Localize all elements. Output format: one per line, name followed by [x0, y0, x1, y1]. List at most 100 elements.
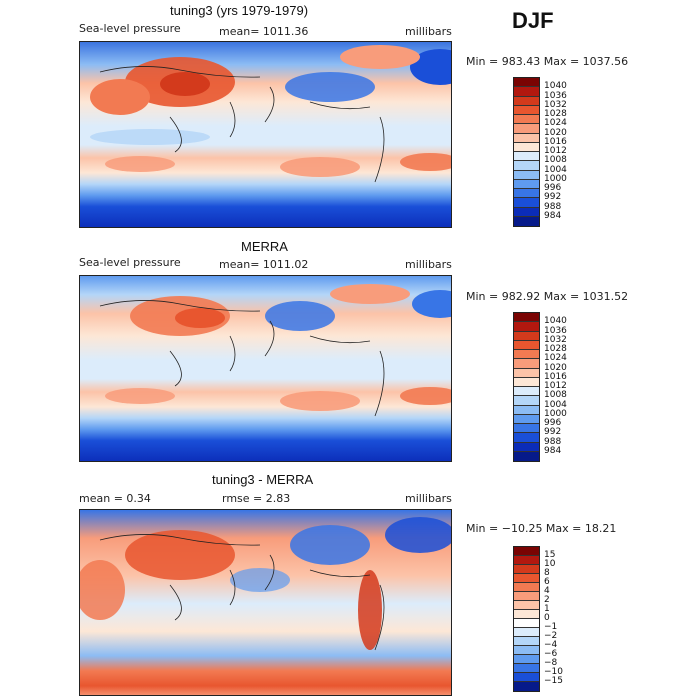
colorbar-tick-label: −8 — [544, 658, 558, 668]
panel-1-minmax: Min = 983.43 Max = 1037.56 — [466, 55, 629, 68]
colorbar-tick-label: 1000 — [544, 173, 567, 184]
colorbar-swatch — [514, 377, 539, 387]
colorbar-swatch — [514, 115, 539, 125]
colorbar-tick-label: 1020 — [544, 362, 567, 373]
colorbar-swatch — [514, 442, 539, 452]
colorbar-tick-label: 1024 — [544, 118, 567, 129]
colorbar-tick-label: 0 — [544, 613, 550, 623]
colorbar-swatch — [514, 322, 539, 332]
colorbar-tick-label: 988 — [544, 436, 562, 447]
colorbar-tick-label: 1032 — [544, 99, 567, 110]
panel-1-colorbar-labels: 1040 1036 1032 1028 1024 1020 1016 1012 … — [544, 77, 584, 227]
colorbar-tick-label: 1000 — [544, 408, 567, 419]
colorbar-swatch — [514, 331, 539, 341]
colorbar-tick-label: 992 — [544, 192, 562, 203]
colorbar-tick-label: 2 — [544, 595, 550, 605]
panel-2-title: MERRA — [241, 239, 288, 254]
panel-2-units: millibars — [405, 258, 452, 271]
colorbar-tick-label: −15 — [544, 676, 563, 686]
panel-3-colorbar-labels: 15 10 8 6 4 2 1 0 −1 −2 −4 −6 −8 −10 −15 — [544, 546, 584, 692]
panel-3-colorbar — [513, 546, 540, 692]
colorbar-tick-label: 1 — [544, 604, 550, 614]
colorbar-swatch — [514, 387, 539, 397]
panel-1-mean: mean= 1011.36 — [219, 25, 309, 38]
colorbar-tick-label: −2 — [544, 631, 558, 641]
colorbar-tick-label: 1036 — [544, 325, 567, 336]
colorbar-tick-label: 1008 — [544, 155, 567, 166]
colorbar-swatch — [514, 179, 539, 189]
season-label: DJF — [512, 8, 554, 33]
panel-2-map — [79, 275, 452, 462]
colorbar-swatch — [514, 313, 539, 323]
colorbar-swatch — [514, 556, 539, 565]
colorbar-tick-label: 10 — [544, 559, 556, 569]
colorbar-swatch — [514, 216, 539, 226]
colorbar-swatch — [514, 583, 539, 592]
colorbar-tick-label: 1036 — [544, 90, 567, 101]
colorbar-swatch — [514, 664, 539, 673]
panel-1-title: tuning3 (yrs 1979-1979) — [170, 3, 309, 18]
colorbar-swatch — [514, 133, 539, 143]
colorbar-tick-label: 4 — [544, 586, 550, 596]
colorbar-tick-label: 6 — [544, 577, 550, 587]
panel-2-mean: mean= 1011.02 — [219, 258, 309, 271]
colorbar-tick-label: −1 — [544, 622, 558, 632]
colorbar-tick-label: 1008 — [544, 390, 567, 401]
panel-1-colorbar — [513, 77, 540, 227]
colorbar-swatch — [514, 433, 539, 443]
colorbar-swatch — [514, 359, 539, 369]
colorbar-swatch — [514, 96, 539, 106]
colorbar-swatch — [514, 565, 539, 574]
panel-3-units: millibars — [405, 492, 452, 505]
panel-2-variable-label: Sea-level pressure — [79, 256, 181, 269]
colorbar-tick-label: 15 — [544, 550, 556, 560]
panel-3-title: tuning3 - MERRA — [212, 472, 314, 487]
panel-1-map — [79, 41, 452, 228]
colorbar-tick-label: 1020 — [544, 127, 567, 138]
colorbar-swatch — [514, 340, 539, 350]
colorbar-swatch — [514, 414, 539, 424]
colorbar-tick-label: 992 — [544, 427, 562, 438]
colorbar-swatch — [514, 628, 539, 637]
colorbar-swatch — [514, 142, 539, 152]
panel-1-variable-label: Sea-level pressure — [79, 22, 181, 35]
colorbar-swatch — [514, 424, 539, 434]
colorbar-tick-label: 1028 — [544, 109, 567, 119]
colorbar-swatch — [514, 198, 539, 208]
colorbar-tick-label: 8 — [544, 568, 550, 578]
colorbar-swatch — [514, 161, 539, 171]
colorbar-tick-label: 1012 — [544, 381, 567, 391]
colorbar-swatch — [514, 396, 539, 406]
colorbar-swatch — [514, 592, 539, 601]
panel-3-map — [79, 509, 452, 696]
colorbar-tick-label: 988 — [544, 201, 562, 212]
colorbar-tick-label: −4 — [544, 640, 558, 650]
colorbar-swatch — [514, 637, 539, 646]
colorbar-swatch — [514, 405, 539, 415]
colorbar-swatch — [514, 189, 539, 199]
colorbar-swatch — [514, 207, 539, 217]
colorbar-swatch — [514, 682, 539, 691]
colorbar-swatch — [514, 87, 539, 97]
colorbar-tick-label: 996 — [544, 183, 562, 193]
colorbar-swatch — [514, 547, 539, 556]
colorbar-swatch — [514, 152, 539, 162]
panel-3-minmax: Min = −10.25 Max = 18.21 — [466, 522, 617, 535]
colorbar-tick-label: 984 — [544, 210, 562, 221]
colorbar-tick-label: 1012 — [544, 146, 567, 156]
colorbar-tick-label: 1040 — [544, 316, 567, 327]
colorbar-swatch — [514, 610, 539, 619]
colorbar-swatch — [514, 646, 539, 655]
colorbar-tick-label: 1032 — [544, 334, 567, 345]
colorbar-swatch — [514, 368, 539, 378]
colorbar-tick-label: 1028 — [544, 344, 567, 354]
panel-1-units: millibars — [405, 25, 452, 38]
colorbar-tick-label: 1004 — [544, 164, 567, 175]
colorbar-swatch — [514, 655, 539, 664]
panel-2-minmax: Min = 982.92 Max = 1031.52 — [466, 290, 629, 303]
colorbar-tick-label: 1016 — [544, 371, 567, 382]
colorbar-tick-label: −6 — [544, 649, 558, 659]
colorbar-swatch — [514, 78, 539, 88]
colorbar-swatch — [514, 673, 539, 682]
colorbar-tick-label: 1016 — [544, 136, 567, 147]
